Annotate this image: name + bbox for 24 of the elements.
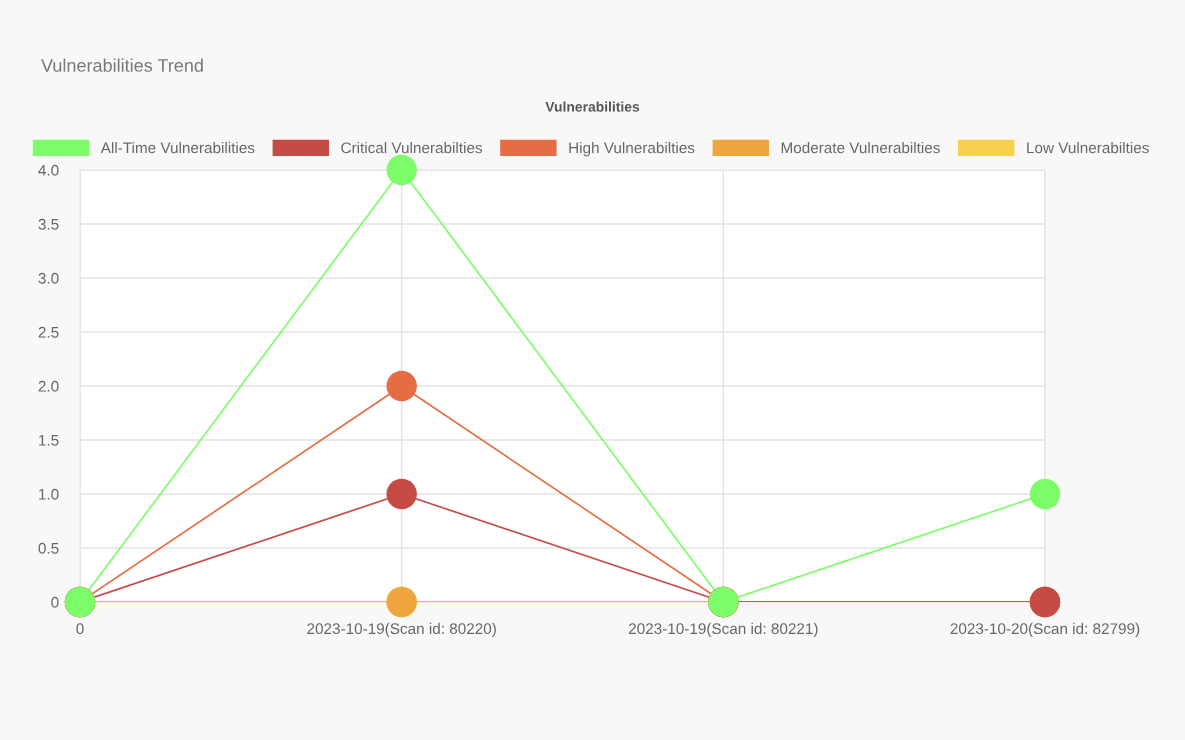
y-tick-label: 0.5 [38,542,59,554]
x-tick-label: 2023-10-19(Scan id: 80220) [307,622,496,638]
point [386,154,417,186]
legend-label: All-Time Vulnerabilities [100,142,255,154]
legend-label: High Vulnerabilties [569,142,695,157]
y-tick-label: 1.0 [39,488,59,500]
chart-title: Vulnerabilities Trend [41,58,203,72]
chart-subtitle: Vulnerabilities [545,101,640,112]
point [386,370,417,402]
legend-label: Critical Vulnerabilties [341,142,483,154]
x-tick-label: 2023-10-19(Scan id: 80221) [628,622,818,638]
y-tick-label: 1.5 [39,435,59,446]
y-tick-label: 0 [51,596,59,608]
y-tick-label: 4.0 [38,164,59,176]
point [386,478,417,510]
legend-label: Moderate Vulnerabilties [781,142,940,154]
y-tick-label: 3.5 [38,218,59,230]
point [1029,478,1061,510]
x-tick-label: 0 [76,623,84,635]
y-tick-label: 3.0 [38,272,59,284]
legend-label: Low Vulnerabilties [1027,142,1149,154]
y-tick-label: 2.5 [38,326,59,338]
x-tick-label: 2023-10-20(Scan id: 82799) [950,622,1140,638]
y-tick-label: 2.0 [38,380,59,392]
